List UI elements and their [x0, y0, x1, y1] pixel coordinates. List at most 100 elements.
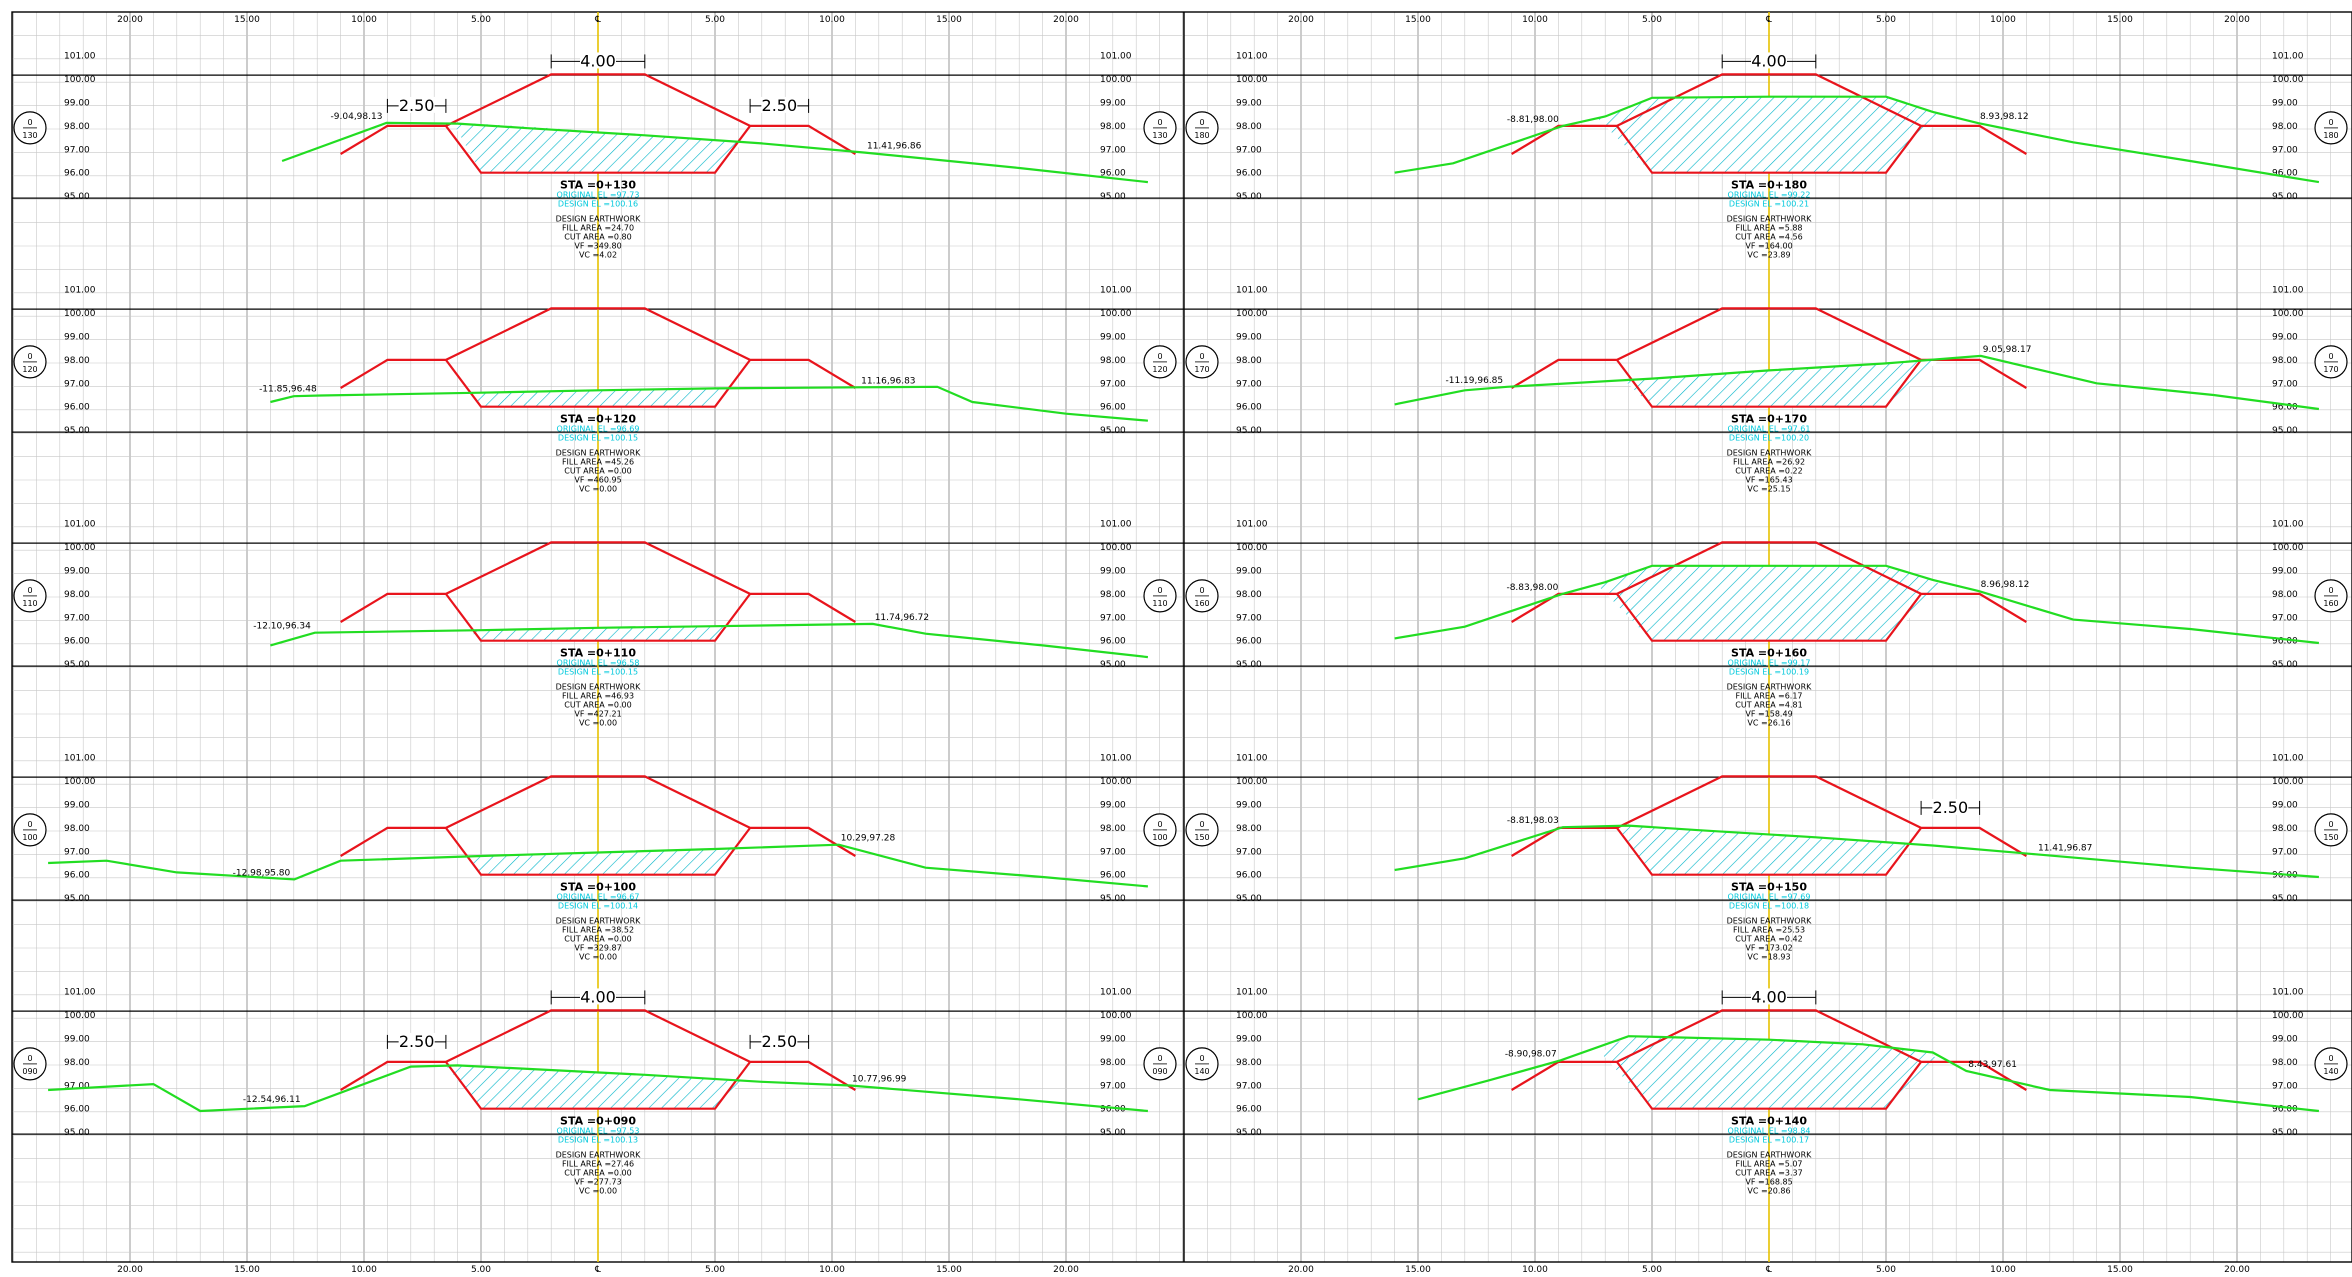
svg-text:0: 0 [2328, 1054, 2333, 1063]
fill-area-value: FILL AREA =24.70 [562, 224, 634, 233]
svg-text:0: 0 [1157, 586, 1162, 595]
x-tick-label: 20.00 [1053, 1265, 1079, 1275]
elevation-label: 101.00 [1100, 520, 1132, 530]
left-daylight-label: -9.04,98.13 [331, 112, 383, 122]
station-label: STA =0+150 [1731, 881, 1807, 894]
ground-profile [1394, 564, 2320, 645]
elevation-label: 96.00 [2272, 871, 2298, 881]
ground-profile [270, 622, 1149, 659]
svg-text:0: 0 [1157, 1054, 1162, 1063]
cut-area-value: CUT AREA =0.80 [564, 233, 632, 242]
dimension: 2.50 [386, 1032, 447, 1051]
left-daylight-label: -8.81,98.03 [1507, 816, 1559, 826]
station-label: STA =0+110 [560, 647, 636, 660]
elevation-label: 101.00 [64, 52, 96, 62]
x-tick-label: 20.00 [117, 15, 143, 25]
elevation-label: 99.00 [64, 801, 90, 811]
fill-area-hatch [469, 388, 729, 407]
elevation-label: 101.00 [1236, 520, 1268, 530]
elevation-label: 101.00 [1236, 286, 1268, 296]
svg-text:090: 090 [22, 1067, 37, 1076]
volume-fill-value: VF =158.49 [1745, 710, 1792, 719]
elevation-label: 101.00 [2272, 520, 2304, 530]
elevation-label: 98.00 [64, 122, 90, 132]
svg-text:2.50: 2.50 [762, 96, 798, 115]
cut-area-value: CUT AREA =0.22 [1735, 467, 1803, 476]
x-tick-label: 10.00 [351, 1265, 377, 1275]
design-trench [445, 359, 751, 408]
elevation-label: 99.00 [1236, 333, 1262, 343]
x-tick-label: 20.00 [2224, 1265, 2250, 1275]
elevation-label: 100.00 [1100, 309, 1132, 319]
svg-text:130: 130 [1152, 131, 1167, 140]
elevation-label: 97.00 [64, 613, 90, 623]
dimension: 4.00 [1721, 987, 1817, 1006]
svg-text:100: 100 [1152, 833, 1167, 842]
earthwork-heading: DESIGN EARTHWORK [1727, 215, 1813, 224]
svg-text:150: 150 [1194, 833, 1209, 842]
elevation-label: 99.00 [1236, 99, 1262, 109]
elevation-label: 96.00 [1236, 403, 1262, 413]
elevation-label: 95.00 [1236, 660, 1262, 670]
elevation-label: 99.00 [64, 99, 90, 109]
elevation-label: 101.00 [64, 754, 96, 764]
volume-cut-value: VC =0.00 [579, 1187, 617, 1196]
design-profile [340, 73, 856, 155]
original-elevation: ORIGINAL EL =99.17 [1728, 659, 1811, 668]
svg-text:0: 0 [27, 586, 32, 595]
elevation-label: 100.00 [1100, 543, 1132, 553]
design-trench [445, 827, 751, 876]
elevation-label: 96.00 [64, 1105, 90, 1115]
elevation-label: 96.00 [2272, 1105, 2298, 1115]
volume-cut-value: VC =0.00 [579, 719, 617, 728]
right-daylight-label: 11.16,96.83 [861, 376, 915, 386]
elevation-label: 101.00 [2272, 754, 2304, 764]
svg-text:0: 0 [1199, 352, 1204, 361]
elevation-label: 100.00 [2272, 543, 2304, 553]
ground-profile [281, 121, 1149, 184]
elevation-label: 101.00 [64, 286, 96, 296]
station-label: STA =0+160 [1731, 647, 1807, 660]
design-elevation: DESIGN EL =100.16 [558, 200, 638, 209]
svg-text:120: 120 [22, 365, 37, 374]
elevation-label: 100.00 [1236, 75, 1268, 85]
x-tick-label: 15.00 [234, 15, 260, 25]
elevation-label: 100.00 [1100, 75, 1132, 85]
elevation-label: 100.00 [1236, 1011, 1268, 1021]
elevation-label: 97.00 [2272, 613, 2298, 623]
svg-text:130: 130 [22, 131, 37, 140]
svg-text:0: 0 [1157, 820, 1162, 829]
design-elevation: DESIGN EL =100.17 [1729, 1136, 1809, 1145]
elevation-label: 98.00 [1236, 1058, 1262, 1068]
elevation-label: 97.00 [1100, 379, 1126, 389]
design-profile [1511, 307, 2027, 389]
fill-area-value: FILL AREA =5.88 [1735, 224, 1802, 233]
svg-text:0: 0 [1199, 820, 1204, 829]
dimension: 4.00 [550, 987, 646, 1006]
elevation-label: 95.00 [1236, 1128, 1262, 1138]
design-trench [1616, 359, 1922, 408]
original-elevation: ORIGINAL EL =98.84 [1728, 1127, 1811, 1136]
fill-area-value: FILL AREA =25.53 [1733, 926, 1805, 935]
right-daylight-label: 11.74,96.72 [875, 613, 929, 623]
elevation-label: 101.00 [64, 988, 96, 998]
elevation-label: 95.00 [1236, 426, 1262, 436]
svg-text:160: 160 [2323, 599, 2338, 608]
elevation-label: 96.00 [1100, 871, 1126, 881]
elevation-label: 99.00 [1100, 567, 1126, 577]
elevation-label: 96.00 [64, 871, 90, 881]
svg-text:0: 0 [2328, 820, 2333, 829]
elevation-label: 98.00 [64, 1058, 90, 1068]
elevation-label: 97.00 [1100, 847, 1126, 857]
svg-text:0: 0 [27, 1054, 32, 1063]
earthwork-heading: DESIGN EARTHWORK [556, 215, 642, 224]
x-tick-label: 15.00 [1405, 15, 1431, 25]
svg-text:0: 0 [1199, 118, 1204, 127]
design-trench [445, 125, 751, 174]
